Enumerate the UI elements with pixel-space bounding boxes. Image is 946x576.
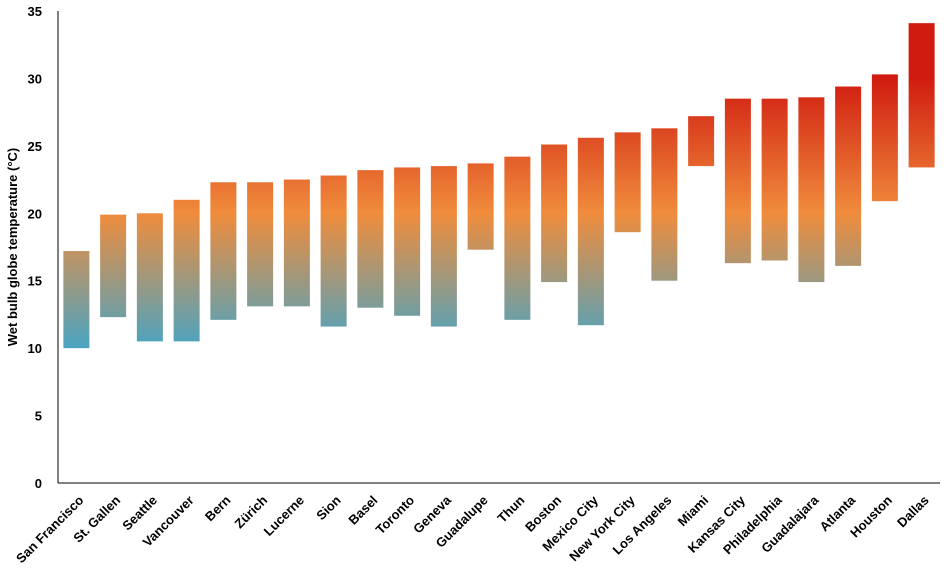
x-tick-label: Sion [313,492,344,523]
range-bar [651,128,678,281]
y-axis-title: Wet bulb globe temperature (°C) [5,148,20,347]
range-bar [577,137,604,326]
y-tick-label: 20 [28,206,42,221]
y-tick-label: 10 [28,341,42,356]
range-bar [430,166,457,327]
x-tick-label: Lucerne [261,493,307,539]
range-bar [835,86,862,266]
range-bar [908,23,935,168]
range-bar [210,182,237,320]
y-tick-label: 0 [35,476,42,491]
range-bar [614,132,641,233]
range-bar [467,163,494,250]
y-tick-label: 5 [35,409,42,424]
range-bar [283,179,310,307]
range-bar [504,156,531,320]
x-tick-label: Dallas [894,493,932,531]
y-tick-label: 35 [28,4,42,19]
range-bar [761,98,788,261]
range-bar [871,74,898,202]
range-bar [320,175,347,327]
range-bar [173,199,200,342]
y-tick-label: 30 [28,71,42,86]
range-bar [63,251,90,349]
range-bar [136,213,163,342]
range-bar [541,144,568,283]
bars-group [63,23,935,349]
range-bar [688,116,715,167]
range-bar [724,98,751,264]
x-tick-label: Basel [345,493,380,528]
range-bar [247,182,274,307]
x-tick-label: Bern [202,492,234,524]
y-tick-label: 25 [28,139,42,154]
y-tick-label: 15 [28,274,42,289]
range-bar [100,214,127,318]
range-bar [798,97,825,283]
y-tick-labels: 0 5 10 15 20 25 30 35 [28,4,42,491]
x-tick-label: Thun [494,492,527,525]
x-tick-label: Toronto [373,492,418,537]
range-bar [394,167,421,316]
range-bar [357,170,384,308]
